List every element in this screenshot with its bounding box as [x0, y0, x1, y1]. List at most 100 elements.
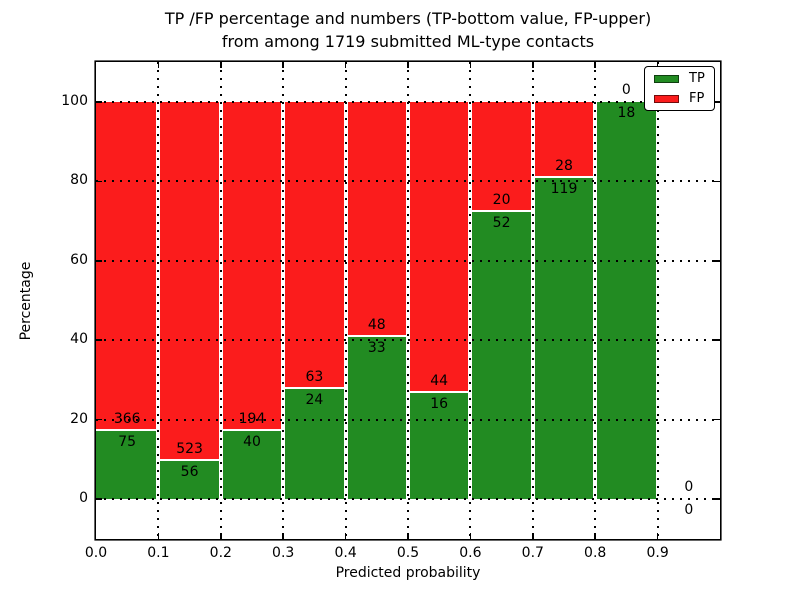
y-tick-label: 0 [79, 490, 88, 506]
legend-label-fp: FP [689, 91, 705, 106]
y-axis-tick [96, 339, 102, 341]
fp-count-label: 0 [621, 82, 631, 98]
x-tick-label: 0.9 [646, 545, 669, 561]
legend: TP FP [644, 66, 715, 111]
y-tick-label: 60 [70, 251, 88, 268]
bar-tp-segment [534, 177, 594, 499]
x-axis-tick [220, 62, 222, 68]
x-axis-tick [282, 62, 284, 68]
chart-title-line1: TP /FP percentage and numbers (TP-bottom… [164, 9, 652, 28]
x-axis-tick [157, 62, 160, 68]
bar-tp-segment [472, 212, 531, 499]
plot-area: 366 75 523 56 194 40 63 24 48 33 44 16 20 52 28 119 0 18 0… [96, 62, 720, 539]
x-axis-tick [220, 533, 222, 539]
gridline-vertical [594, 62, 597, 539]
tp-count-label: 24 [305, 392, 324, 409]
x-axis-tick [656, 62, 659, 68]
x-axis-tick [407, 533, 409, 539]
y-axis-tick [96, 101, 102, 103]
x-tick-label: 0.8 [584, 545, 607, 561]
x-axis-tick [469, 533, 472, 539]
bar-tp-segment [285, 389, 344, 499]
y-axis-tick [714, 339, 720, 341]
y-axis-tick [96, 260, 102, 262]
x-tick-label: 0.0 [84, 545, 108, 561]
bar-fp-segment [410, 102, 469, 394]
tp-count-label: 0 [684, 502, 694, 518]
gridline-vertical [656, 62, 659, 539]
x-tick-label: 0.7 [521, 545, 544, 561]
x-axis-tick [282, 533, 284, 539]
fp-count-label: 194 [238, 411, 266, 428]
fp-count-label: 366 [113, 411, 141, 428]
x-axis-tick [594, 533, 596, 539]
bar-fp-segment [534, 102, 594, 178]
x-axis-tick [344, 62, 347, 68]
bar-tp-segment [160, 460, 219, 499]
bar-fp-segment [96, 102, 157, 432]
fp-swatch-icon [654, 94, 679, 103]
fp-count-label: 44 [430, 373, 449, 390]
bar-fp-segment [222, 102, 282, 432]
x-axis-tick [532, 533, 534, 539]
y-tick-label: 20 [70, 410, 88, 427]
bar-fp-segment [285, 102, 344, 390]
bar-tp-segment [222, 431, 282, 499]
tp-count-label: 16 [430, 396, 449, 413]
gridline-vertical [407, 62, 409, 539]
x-axis-label: Predicted probability [335, 565, 481, 581]
gridline-vertical [469, 62, 472, 539]
tp-count-label: 56 [180, 463, 199, 480]
tp-swatch-icon [654, 74, 679, 83]
gridline-vertical [157, 62, 160, 539]
x-axis-tick [157, 533, 160, 539]
y-axis-tick [714, 498, 720, 500]
y-axis-tick [714, 260, 720, 262]
y-tick-label: 80 [70, 172, 88, 189]
tp-count-label: 40 [243, 434, 261, 451]
legend-item-fp: FP [654, 92, 705, 105]
bar-tp-segment [410, 393, 469, 499]
y-axis-label: Percentage [18, 261, 34, 341]
x-tick-label: 0.4 [334, 545, 357, 561]
y-tick-label: 100 [61, 93, 88, 109]
x-axis-tick [656, 533, 659, 539]
bar-fp-segment [472, 102, 531, 213]
gridline-vertical [219, 62, 222, 539]
gridline-vertical [531, 62, 534, 539]
fp-count-label: 48 [367, 317, 386, 334]
chart-title-line2: from among 1719 submitted ML-type contac… [221, 32, 595, 51]
legend-item-tp: TP [654, 72, 705, 85]
fp-count-label: 0 [684, 479, 694, 495]
y-axis-tick [714, 101, 720, 103]
y-axis-tick [714, 180, 720, 183]
x-axis-tick [532, 62, 534, 68]
y-axis-tick [96, 418, 102, 421]
x-tick-label: 0.3 [272, 545, 295, 561]
tp-count-label: 52 [492, 215, 511, 232]
legend-label-tp: TP [689, 71, 705, 86]
gridline-vertical [344, 62, 347, 539]
x-tick-label: 0.1 [147, 545, 170, 561]
x-axis-tick [344, 533, 347, 539]
bar-tp-segment [347, 337, 406, 499]
x-axis-tick [407, 62, 409, 68]
x-tick-label: 0.5 [396, 545, 420, 561]
x-axis-tick [469, 62, 472, 68]
y-axis-tick [96, 498, 102, 500]
tp-count-label: 33 [367, 340, 386, 357]
x-axis-tick [594, 62, 596, 68]
y-tick-label: 40 [70, 331, 88, 348]
bar-fp-segment [347, 102, 406, 338]
tp-count-label: 119 [550, 180, 578, 197]
x-tick-label: 0.6 [459, 545, 482, 561]
y-axis-tick [714, 418, 720, 421]
y-axis-tick [96, 180, 102, 183]
tp-count-label: 75 [118, 434, 137, 451]
fp-count-label: 63 [305, 369, 324, 386]
fp-count-label: 20 [492, 192, 511, 209]
fp-count-label: 28 [555, 157, 573, 174]
fp-count-label: 523 [176, 440, 203, 457]
bar-tp-segment [96, 431, 157, 499]
